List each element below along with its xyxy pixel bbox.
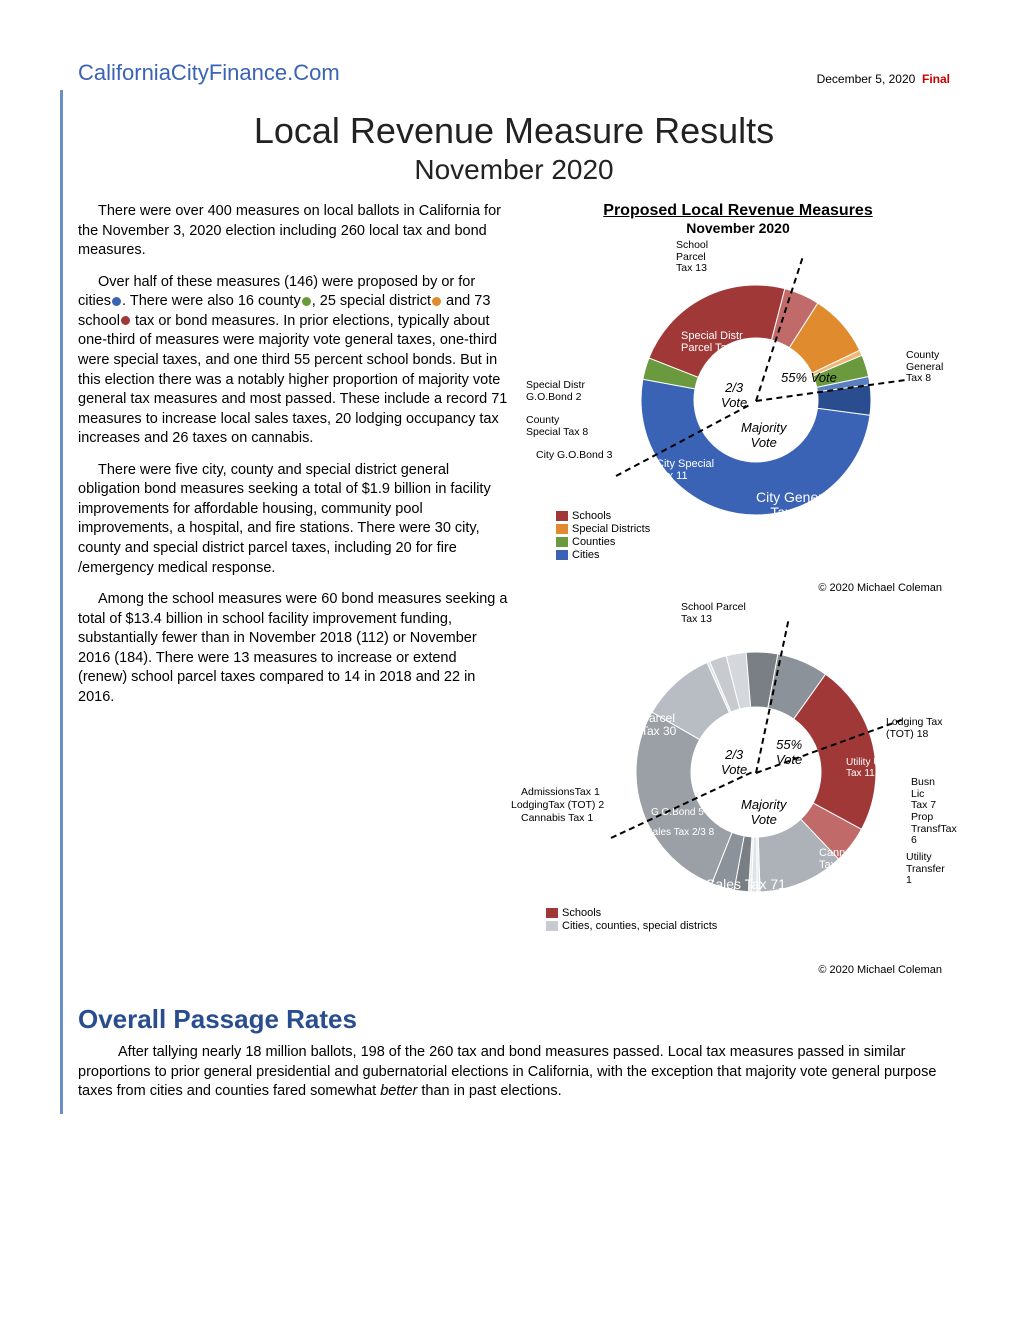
page-subtitle: November 2020 [78,154,950,186]
left-rule [60,90,63,1114]
chart1-title: Proposed Local Revenue Measures [526,202,950,220]
cities-dot-icon [112,297,121,306]
date: December 5, 2020 Final [817,72,950,86]
para-4: Among the school measures were 60 bond m… [78,590,508,707]
chart1-donut: SchoolParcelTax 13School Bond60CountyGen… [526,240,950,580]
chart1-subtitle: November 2020 [526,220,950,236]
section-heading: Overall Passage Rates [78,1004,950,1035]
site-name: CaliforniaCityFinance.Com [78,60,340,86]
charts: Proposed Local Revenue Measures November… [526,202,950,984]
chart2-copyright: © 2020 Michael Coleman [526,964,942,976]
para-2: Over half of these measures (146) were p… [78,273,508,449]
chart1-copyright: © 2020 Michael Coleman [526,582,942,594]
chart2-donut: School ParcelTax 13School Bond 60Lodging… [526,602,950,962]
schools-dot-icon [121,316,130,325]
para-1: There were over 400 measures on local ba… [78,202,508,261]
special-dot-icon [432,297,441,306]
body-text: There were over 400 measures on local ba… [78,202,508,984]
para-5: After tallying nearly 18 million ballots… [78,1043,950,1102]
counties-dot-icon [302,297,311,306]
page-title: Local Revenue Measure Results [78,110,950,152]
para-3: There were five city, county and special… [78,461,508,578]
header: CaliforniaCityFinance.Com December 5, 20… [78,60,950,86]
